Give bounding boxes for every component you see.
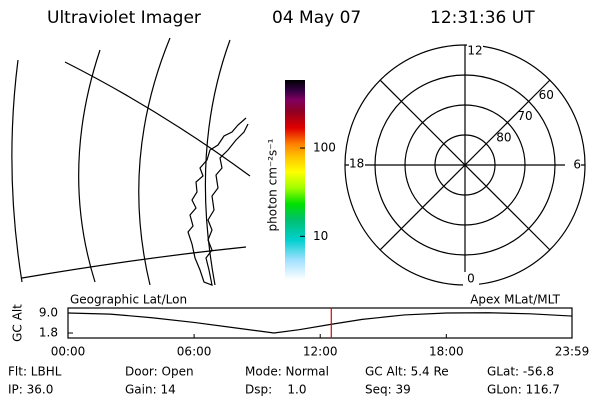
- date: 04 May 07: [272, 8, 361, 28]
- colorbar-tick-label: 100: [313, 141, 336, 155]
- alt-ylabel: GC Alt: [11, 304, 25, 342]
- title: Ultraviolet Imager: [47, 8, 201, 28]
- x-tick-label: 06:00: [177, 345, 212, 359]
- status-field: GLon: 116.7: [487, 383, 560, 397]
- colorbar-label: photon cm⁻²s⁻¹: [266, 138, 280, 231]
- mlt-label: 0: [467, 272, 475, 286]
- status-field: Flt: LBHL: [8, 365, 62, 379]
- polar-ring: [374, 74, 556, 256]
- x-tick-label: 23:59: [555, 345, 590, 359]
- lat-label: 70: [517, 109, 532, 123]
- mlt-label: 6: [573, 158, 581, 172]
- alt-left-title: Geographic Lat/Lon: [70, 293, 187, 307]
- status-field: Seq: 39: [365, 383, 411, 397]
- alt-right-title: Apex MLat/MLT: [470, 293, 560, 307]
- mlt-label-bg: [463, 272, 479, 286]
- map-panel: [11, 37, 251, 286]
- status-field: Gain: 14: [125, 383, 176, 397]
- x-tick-label: 18:00: [429, 345, 464, 359]
- mlt-label-bg: [467, 44, 483, 58]
- lat-label: 80: [496, 130, 511, 144]
- y-tick-label: 9.0: [39, 306, 58, 320]
- mlt-label: 12: [467, 44, 482, 58]
- polar-plot: [345, 45, 585, 285]
- mlt-label-bg: [565, 158, 581, 172]
- mlt-label: 18: [349, 157, 364, 171]
- x-tick-label: 00:00: [51, 345, 86, 359]
- status-field: GC Alt: 5.4 Re: [365, 365, 449, 379]
- polar-ring: [404, 104, 526, 226]
- colorbar-tick-label: 10: [313, 229, 328, 243]
- status-field: Dsp: 1.0: [245, 383, 307, 397]
- status-field: Mode: Normal: [245, 365, 329, 379]
- status-field: GLat: -56.8: [487, 365, 554, 379]
- status-field: Door: Open: [125, 365, 194, 379]
- time: 12:31:36 UT: [430, 8, 535, 28]
- x-tick-label: 12:00: [303, 345, 338, 359]
- mlt-label-bg: [349, 157, 365, 171]
- polar-ring: [434, 134, 496, 196]
- colorbar: [285, 80, 305, 280]
- status-field: IP: 36.0: [8, 383, 53, 397]
- lat-label: 60: [539, 88, 554, 102]
- y-tick-label: 1.8: [39, 326, 58, 340]
- altitude-line: [67, 312, 573, 334]
